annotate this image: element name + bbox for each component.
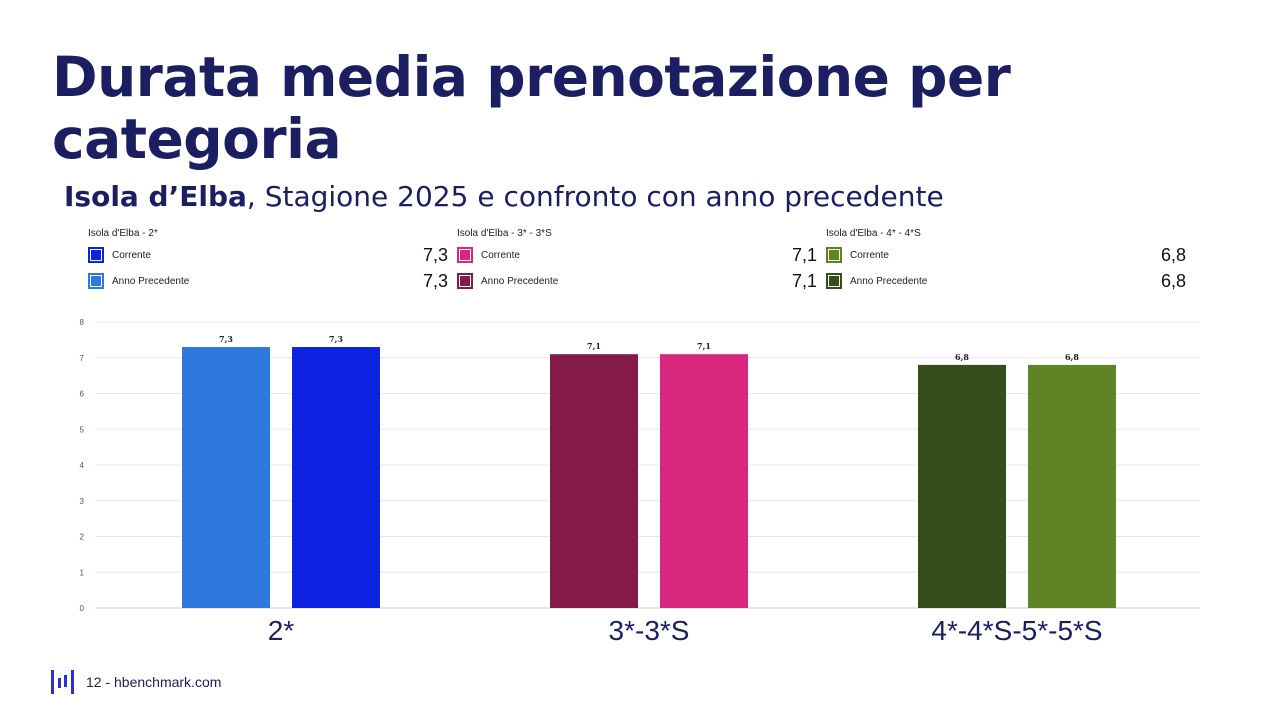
legend-item[interactable]: Anno Precedente 7,3 (88, 268, 448, 294)
legend-group: Isola d'Elba - 3* - 3*S Corrente 7,1 Anno P… (457, 228, 817, 294)
legend-value: 7,1 (791, 270, 817, 291)
x-category-label: 4*-4*S-5*-5*S (931, 615, 1102, 646)
legend-swatch (457, 247, 473, 263)
legend-item[interactable]: Corrente 7,3 (88, 242, 448, 268)
legend-swatch (826, 273, 842, 289)
legend-group-title: Isola d'Elba - 4* - 4*S (826, 228, 921, 239)
legend-item[interactable]: Anno Precedente 7,1 (457, 268, 817, 294)
y-tick-label: 3 (80, 497, 85, 506)
legend-label: Corrente (481, 249, 520, 261)
legend-label: Corrente (850, 249, 889, 261)
data-label: 7,1 (587, 341, 601, 351)
legend-value: 6,8 (1160, 270, 1186, 291)
data-label: 7,3 (329, 334, 343, 344)
legend-swatch (826, 247, 842, 263)
y-tick-label: 7 (80, 354, 85, 363)
legend-swatch (88, 273, 104, 289)
bar-corrente (660, 354, 748, 608)
y-tick-label: 1 (80, 568, 85, 577)
legend-label: Anno Precedente (850, 275, 928, 287)
bar-anno-precedente (918, 364, 1006, 608)
y-tick-label: 5 (80, 425, 85, 434)
legend-group: Isola d'Elba - 2* Corrente 7,3 Anno Precede… (88, 228, 448, 294)
legend-group-title: Isola d'Elba - 2* (88, 228, 158, 239)
page-title: Durata media prenotazione per categoria (52, 45, 1011, 171)
bar-anno-precedente (550, 354, 638, 608)
legend-swatch (88, 247, 104, 263)
x-category-label: 2* (268, 615, 295, 646)
hbenchmark-logo-icon (51, 670, 74, 694)
y-tick-label: 0 (80, 604, 85, 613)
y-tick-label: 4 (80, 461, 85, 470)
x-category-label: 3*-3*S (609, 615, 690, 646)
legend-label: Anno Precedente (112, 275, 190, 287)
data-label: 7,1 (697, 341, 711, 351)
bar-anno-precedente (182, 347, 270, 608)
legend-group: Isola d'Elba - 4* - 4*S Corrente 6,8 Anno P… (826, 228, 1186, 294)
subtitle-location: Isola d’Elba (64, 180, 247, 213)
legend-group-title: Isola d'Elba - 3* - 3*S (457, 228, 552, 239)
data-label: 6,8 (955, 352, 969, 362)
bar-corrente (1028, 364, 1116, 608)
legend-item[interactable]: Corrente 7,1 (457, 242, 817, 268)
data-label: 7,3 (219, 334, 233, 344)
legend-value: 7,3 (422, 244, 448, 265)
legend-item[interactable]: Corrente 6,8 (826, 242, 1186, 268)
page-subtitle: Isola d’Elba, Stagione 2025 e confronto … (64, 180, 944, 213)
legend-swatch (457, 273, 473, 289)
y-tick-label: 6 (80, 390, 85, 399)
legend-item[interactable]: Anno Precedente 6,8 (826, 268, 1186, 294)
y-tick-label: 8 (80, 318, 85, 327)
legend-label: Anno Precedente (481, 275, 559, 287)
legend-value: 6,8 (1160, 244, 1186, 265)
footer: 12 - hbenchmark.com (50, 670, 221, 694)
subtitle-text: , Stagione 2025 e confronto con anno pre… (246, 180, 944, 213)
bar-corrente (292, 347, 380, 608)
data-label: 6,8 (1065, 352, 1079, 362)
legend-value: 7,1 (791, 244, 817, 265)
legend-label: Corrente (112, 249, 151, 261)
legend-value: 7,3 (422, 270, 448, 291)
y-tick-label: 2 (80, 533, 85, 542)
footer-text: 12 - hbenchmark.com (86, 674, 222, 690)
